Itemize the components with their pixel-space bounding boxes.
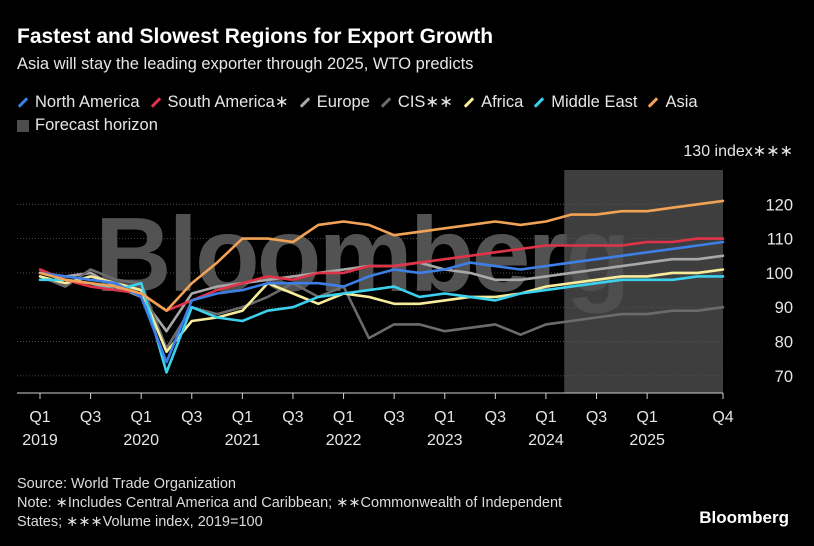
legend-swatch-icon [648, 97, 659, 108]
x-tick-year: 2024 [528, 432, 564, 449]
legend-swatch-icon [380, 97, 392, 108]
y-tick-label-120: 120 [765, 196, 793, 214]
legend-swatch-icon [17, 97, 29, 108]
x-tick-quarter: Q1 [434, 409, 455, 426]
x-tick-quarter: Q3 [383, 409, 404, 426]
x-tick-quarter: Q1 [29, 409, 50, 426]
series-line-1 [38, 268, 725, 350]
legend-label: Middle East [551, 93, 638, 111]
y-tick-label-80: 80 [775, 334, 793, 352]
x-tick-year: 2020 [123, 432, 159, 449]
legend-item-7: Forecast horizon [17, 114, 158, 137]
x-tick-year: 2025 [629, 432, 665, 449]
x-tick-year: 2021 [225, 432, 261, 449]
y-tick-label-100: 100 [765, 265, 793, 283]
x-tick-quarter: Q1 [232, 409, 253, 426]
legend-label: CIS∗∗ [397, 93, 454, 111]
legend-label: South America∗ [167, 93, 289, 111]
x-tick-quarter: Q4 [712, 409, 733, 426]
chart-subtitle: Asia will stay the leading exporter thro… [17, 55, 474, 73]
line-chart: 70 80 90 100 110 120 130 index∗∗∗ Q1 2019 Q3 Q1 202… [17, 143, 793, 449]
x-tick-year: 2019 [22, 432, 58, 449]
legend-swatch-icon [299, 97, 310, 108]
legend-item-5: Middle East [533, 91, 637, 114]
x-tick-quarter: Q1 [333, 409, 354, 426]
x-tick-quarter: Q3 [282, 409, 303, 426]
legend-label: Africa [481, 93, 524, 111]
series-line-6 [38, 199, 725, 312]
x-tick-quarter: Q1 [535, 409, 556, 426]
legend-swatch-icon [17, 119, 29, 132]
legend-item-4: Africa [463, 91, 523, 114]
x-tick-year: 2022 [326, 432, 362, 449]
x-tick-quarter: Q3 [181, 409, 202, 426]
legend-swatch-icon [533, 97, 545, 108]
legend-swatch-icon [463, 97, 475, 108]
y-tick-label-110: 110 [767, 231, 793, 249]
x-tick-quarter: Q1 [131, 409, 152, 426]
series-line-2 [38, 268, 725, 354]
source-note: Source: World Trade Organization [17, 476, 236, 492]
y-tick-label-70: 70 [775, 368, 793, 386]
series-line-5 [38, 240, 725, 364]
footer: Source: World Trade Organization Note: ∗… [17, 475, 677, 532]
x-tick-quarter: Q3 [80, 409, 101, 426]
y-axis-label: 130 index∗∗∗ [683, 143, 793, 160]
legend-item-1: South America∗ [150, 91, 289, 114]
legend-label: North America [35, 93, 140, 111]
legend-label: Asia [665, 93, 698, 111]
x-tick-quarter: Q3 [485, 409, 506, 426]
y-tick-label-90: 90 [775, 299, 793, 317]
legend-swatch-icon [150, 97, 161, 108]
legend-item-2: Europe [299, 91, 370, 114]
chart-title: Fastest and Slowest Regions for Export G… [17, 25, 494, 48]
x-tick-quarter: Q1 [636, 409, 657, 426]
legend-item-3: CIS∗∗ [380, 91, 453, 114]
legend-item-6: Asia [647, 91, 698, 114]
bloomberg-logo: Bloomberg [699, 508, 789, 527]
legend: North America South America∗ Europe CIS∗∗ Af… [17, 88, 777, 139]
x-tick-year: 2023 [427, 432, 463, 449]
legend-label: Forecast horizon [35, 116, 158, 134]
x-tick-quarter: Q3 [586, 409, 607, 426]
legend-item-0: North America [17, 91, 140, 114]
legend-label: Europe [316, 93, 370, 111]
footnote-line-2: States; ∗∗∗Volume index, 2019=100 [17, 514, 263, 530]
footnote-line-1: Note: ∗Includes Central America and Cari… [17, 495, 563, 511]
